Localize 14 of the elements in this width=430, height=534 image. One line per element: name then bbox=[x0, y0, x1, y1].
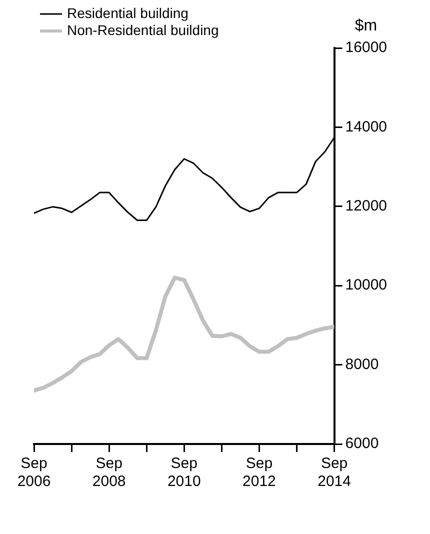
x-tick-label: Sep 2010 bbox=[167, 455, 201, 490]
y-tick-label: 10000 bbox=[345, 276, 388, 294]
y-tick-label: 8000 bbox=[345, 356, 379, 373]
x-tick-label: Sep 2008 bbox=[92, 455, 126, 490]
legend-label: Residential building bbox=[67, 4, 188, 21]
y-tick-label: 12000 bbox=[345, 198, 388, 215]
x-tick-label: Sep 2014 bbox=[318, 455, 351, 490]
x-tick-label: Sep 2006 bbox=[17, 455, 51, 490]
y-tick-label: 16000 bbox=[345, 39, 388, 56]
legend-label: Non-Residential building bbox=[67, 22, 219, 38]
y-axis-title: $m bbox=[354, 17, 378, 34]
y-tick-label: 6000 bbox=[345, 435, 379, 452]
x-tick-label: Sep 2012 bbox=[242, 455, 276, 490]
y-tick-label: 14000 bbox=[345, 118, 388, 136]
